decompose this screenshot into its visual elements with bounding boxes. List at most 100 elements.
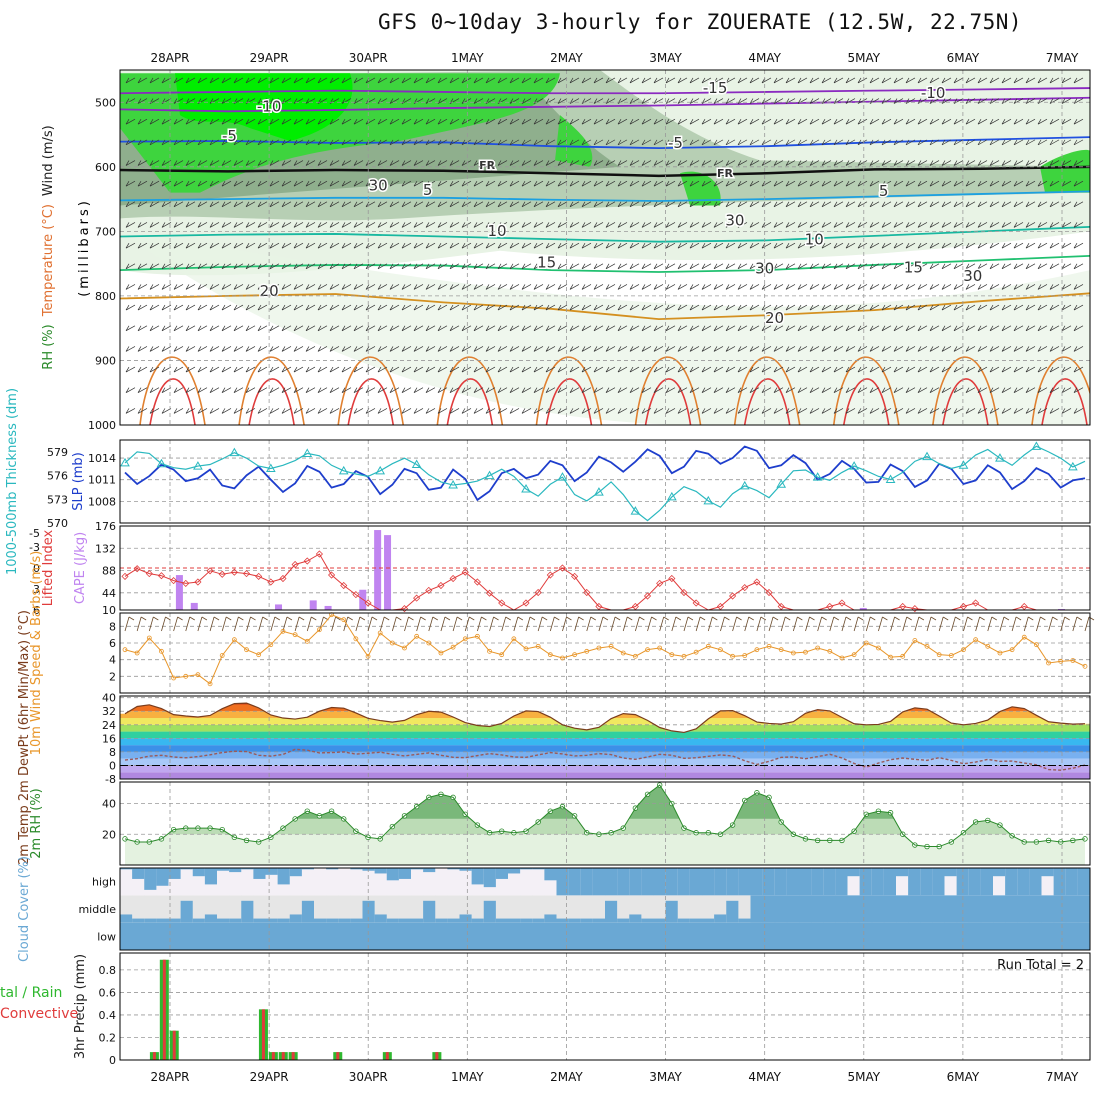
date-label-bottom: 2MAY xyxy=(550,1070,583,1084)
li-point xyxy=(753,578,761,586)
wind-point xyxy=(924,643,930,649)
wind-barb xyxy=(124,616,130,632)
ytick-label: 40 xyxy=(102,798,116,811)
ytick-label: 32 xyxy=(102,705,116,718)
cloud-high-fill xyxy=(689,868,703,896)
thickness-point xyxy=(776,479,787,488)
cloud-high-fill xyxy=(762,868,776,896)
cloud-middle-cell xyxy=(411,895,424,923)
wind-point xyxy=(244,647,249,653)
date-label-top: 4MAY xyxy=(748,51,781,65)
cloud-high-fill xyxy=(653,868,667,896)
wind-point xyxy=(718,647,723,653)
contour-label: -5 xyxy=(668,134,683,152)
cloud-middle-cell xyxy=(520,895,533,923)
wind-barb-tick xyxy=(590,616,596,621)
cloud-middle-cell xyxy=(398,895,412,923)
precip-conv-bar xyxy=(336,1052,340,1060)
wind-barb-tick xyxy=(687,616,694,621)
wind-point xyxy=(292,632,298,638)
wind-barb xyxy=(768,616,774,632)
cloud-middle-fill xyxy=(726,900,739,923)
isotherm-line xyxy=(120,165,1090,178)
ytick-label: 0.2 xyxy=(99,1031,117,1044)
cape-bar xyxy=(374,530,382,610)
cloud-middle-fill xyxy=(459,914,473,923)
li-point xyxy=(972,599,980,607)
thickness-point xyxy=(1031,441,1042,450)
wind-barb xyxy=(464,616,470,632)
wind-point xyxy=(159,648,164,654)
wind-barb-tick xyxy=(578,616,584,621)
wind-barb-tick xyxy=(311,616,317,621)
date-label-bottom: 3MAY xyxy=(649,1070,682,1084)
date-label-top: 28APR xyxy=(150,51,189,65)
cloud-middle-fill xyxy=(471,918,485,923)
cloud-middle-fill xyxy=(180,900,194,923)
date-label-top: 3MAY xyxy=(649,51,682,65)
wind-barb-tick xyxy=(784,616,791,621)
thickness-point xyxy=(630,506,641,515)
cloud-high-fill xyxy=(1053,868,1067,896)
wind-barb xyxy=(355,616,361,632)
wind-point xyxy=(839,655,845,661)
cloud-low xyxy=(120,922,1090,950)
li-point xyxy=(583,588,591,597)
wind-barb-tick xyxy=(347,616,353,621)
cloud-middle-fill xyxy=(374,914,388,923)
wind-point xyxy=(912,638,918,643)
wind-point xyxy=(766,643,772,649)
cloud-high-fill xyxy=(508,868,521,874)
wind-barb xyxy=(549,616,555,632)
cloud-high-fill xyxy=(544,868,557,881)
wind-barb-tick xyxy=(833,616,840,621)
ytick-label: 40 xyxy=(102,692,116,705)
wind-point xyxy=(511,636,517,642)
wind-barb xyxy=(817,616,823,632)
wind-point xyxy=(487,648,492,654)
cloud-high-fill xyxy=(423,868,436,873)
thickness-point xyxy=(120,457,130,467)
wind-point xyxy=(256,652,262,658)
cloud-high-fill xyxy=(799,868,812,896)
ytick-label: 900 xyxy=(95,354,116,367)
wind-barb-tick xyxy=(821,616,827,621)
wind-point xyxy=(438,650,444,656)
cloud-middle-cell xyxy=(944,895,958,923)
wind-barb xyxy=(950,616,956,632)
cloud-level-label: high xyxy=(92,876,116,889)
thickness-point xyxy=(1067,461,1078,471)
cloud-high-bg xyxy=(350,868,363,896)
cloud-middle-fill xyxy=(641,918,654,923)
thickness-ylabel: 1000-500mb Thickness (dm) xyxy=(5,388,20,575)
wind-point xyxy=(584,648,590,654)
thickness-point xyxy=(666,491,677,501)
wind-barb-tick xyxy=(201,616,208,621)
ytick-label: 4 xyxy=(109,654,116,667)
ytick-label: 8 xyxy=(109,746,116,759)
thickness-point xyxy=(229,447,240,457)
contour-label: 30 xyxy=(963,267,982,285)
date-label-top: 6MAY xyxy=(947,51,980,65)
precip-conv-bar xyxy=(435,1052,439,1060)
ytick-label: 1000 xyxy=(88,419,116,432)
li-point xyxy=(461,568,469,576)
li-point xyxy=(315,550,323,558)
thickness-point xyxy=(411,459,422,469)
cloud-high-fill xyxy=(132,868,145,879)
cloud-high-bg xyxy=(241,868,254,896)
cape-bar xyxy=(190,602,198,610)
cloud-high-fill xyxy=(980,868,994,896)
precip-conv-bar xyxy=(172,1030,176,1060)
wind-point xyxy=(1082,663,1088,669)
wind-barb xyxy=(780,616,786,632)
wind-barb xyxy=(258,616,264,632)
cloud-middle-cell xyxy=(386,895,400,923)
cloud-middle-cell xyxy=(1017,895,1030,923)
li-point xyxy=(230,568,238,576)
date-label-bottom: 1MAY xyxy=(451,1070,484,1084)
cloud-middle-cell xyxy=(265,895,279,923)
ylabel-part: RH (%) xyxy=(41,324,56,369)
cloud-middle-fill xyxy=(556,918,570,923)
wind-point xyxy=(1033,642,1039,648)
